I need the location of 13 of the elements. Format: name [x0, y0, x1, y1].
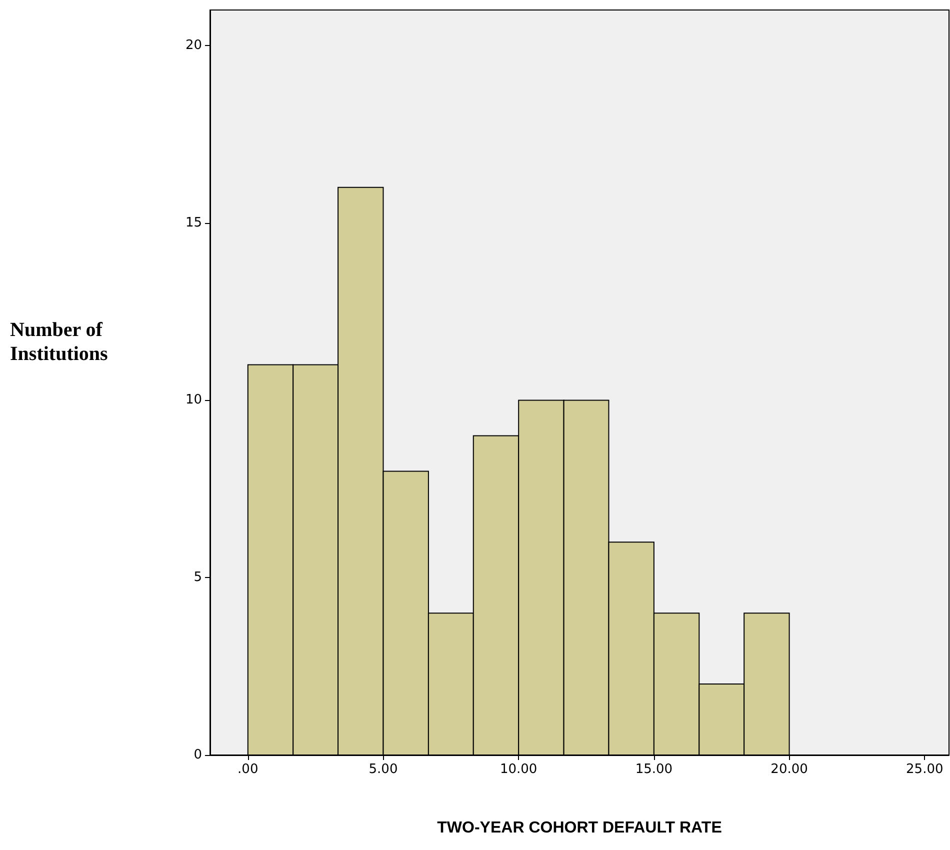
x-axis-title: TWO-YEAR COHORT DEFAULT RATE: [437, 820, 722, 836]
x-tick-label: 20.00: [770, 762, 808, 777]
y-axis-title: Number of Institutions: [10, 319, 108, 365]
y-tick-label: 15: [185, 215, 202, 230]
y-tick-label: 5: [194, 570, 202, 586]
y-tick-label: 0: [194, 748, 202, 762]
x-tick-label: 15.00: [635, 762, 673, 777]
y-tick-label: 20: [185, 38, 202, 53]
x-tick-label: 10.00: [500, 762, 538, 777]
x-tick-label: .00: [238, 762, 258, 777]
x-tick-label: 5.00: [368, 762, 398, 777]
x-tick-label: 25.00: [906, 762, 944, 777]
y-tick-label: 10: [185, 392, 202, 408]
